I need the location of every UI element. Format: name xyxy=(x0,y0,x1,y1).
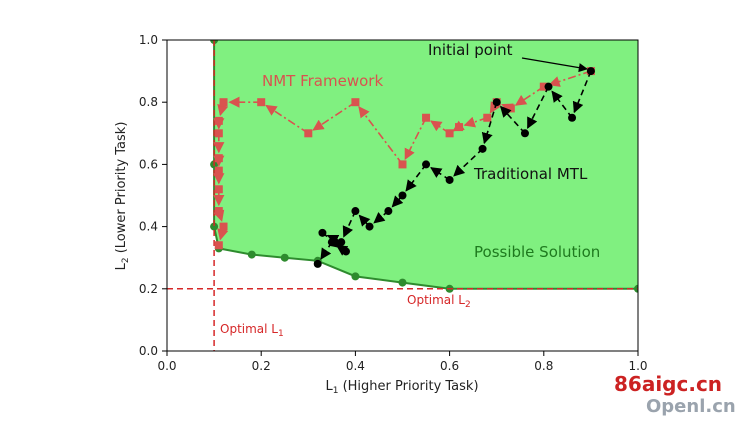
x-tick-label: 0.0 xyxy=(157,359,176,373)
series-point xyxy=(539,82,548,91)
series-point xyxy=(492,98,501,107)
series-point xyxy=(398,160,407,169)
series-point xyxy=(313,259,322,268)
series-point xyxy=(214,129,223,138)
x-tick-label: 0.2 xyxy=(252,359,271,373)
series-point xyxy=(398,191,407,200)
y-tick-label: 0.4 xyxy=(139,220,158,234)
x-tick-label: 0.8 xyxy=(534,359,553,373)
series-point xyxy=(351,98,360,107)
series-point xyxy=(327,238,336,247)
series-segment xyxy=(514,85,545,106)
series-segment xyxy=(453,148,484,177)
x-axis-title: L1 (Higher Priority Task) xyxy=(325,379,478,396)
series-point xyxy=(214,154,223,163)
boundary-point xyxy=(210,222,219,231)
series-point xyxy=(219,98,228,107)
initial-point-arrow xyxy=(521,57,588,73)
series-point xyxy=(214,166,223,175)
series-segment xyxy=(358,106,404,165)
series-point xyxy=(214,207,223,216)
series-point xyxy=(219,222,228,231)
y-tick-label: 0.6 xyxy=(139,157,158,171)
series-point xyxy=(214,241,223,250)
series-point xyxy=(568,113,577,122)
boundary-point xyxy=(280,253,289,262)
series-point xyxy=(483,113,492,122)
series-point xyxy=(586,67,595,76)
series-point xyxy=(214,116,223,125)
series-segment xyxy=(342,210,357,238)
series-point xyxy=(365,222,374,231)
series-point xyxy=(257,98,266,107)
y-axis-title: L2 (Lower Priority Task) xyxy=(114,122,131,271)
series-segment xyxy=(526,86,550,129)
boundary-point xyxy=(247,250,256,259)
initial-point-label: Initial point xyxy=(428,41,513,59)
series-point xyxy=(506,104,515,113)
x-tick-label: 0.6 xyxy=(440,359,459,373)
series-point xyxy=(318,228,327,237)
boundary-point xyxy=(351,272,360,281)
boundary-point xyxy=(634,284,638,293)
boundary-point xyxy=(398,278,407,287)
series-segment xyxy=(404,117,427,161)
series-point xyxy=(478,144,487,153)
series-segment xyxy=(481,101,498,145)
series-point xyxy=(384,207,393,216)
watermark-line1: 86aigc.cn xyxy=(614,372,722,396)
y-tick-label: 0.0 xyxy=(139,344,158,358)
tick-layer: 0.0 0.2 0.4 0.6 0.8 1.0 0.0 0.2 0.4 0.6 0.8 1.0 xyxy=(139,33,648,373)
series-point xyxy=(422,160,431,169)
series-point xyxy=(544,82,553,91)
series-segment xyxy=(499,105,526,134)
x-tick-label: 0.4 xyxy=(346,359,365,373)
series-segment xyxy=(405,163,427,192)
series-point xyxy=(337,238,346,247)
x-tick-label: 1.0 xyxy=(628,359,647,373)
y-tick-label: 1.0 xyxy=(139,33,158,47)
series-segment xyxy=(572,70,592,114)
series-segment xyxy=(551,90,573,119)
traditional-mtl-label: Traditional MTL xyxy=(473,165,588,183)
series-point xyxy=(455,123,464,132)
watermark-line2: Openl.cn xyxy=(646,396,736,417)
optimal-l1-label: Optimal L1 xyxy=(220,322,284,339)
series-layer xyxy=(213,67,595,268)
y-tick-label: 0.2 xyxy=(139,282,158,296)
optimal-l2-label: Optimal L2 xyxy=(407,293,471,310)
y-tick-label: 0.8 xyxy=(139,95,158,109)
series-point xyxy=(214,185,223,194)
series-point xyxy=(422,113,431,122)
series-point xyxy=(520,129,529,138)
plot-frame xyxy=(166,39,639,352)
series-point xyxy=(445,129,454,138)
series-segment xyxy=(548,70,592,87)
nmt-framework-label: NMT Framework xyxy=(262,72,383,90)
possible-solution-label: Possible Solution xyxy=(474,243,600,261)
series-point xyxy=(341,247,350,256)
series-point xyxy=(351,207,360,216)
series-point xyxy=(445,175,454,184)
series-point xyxy=(304,129,313,138)
